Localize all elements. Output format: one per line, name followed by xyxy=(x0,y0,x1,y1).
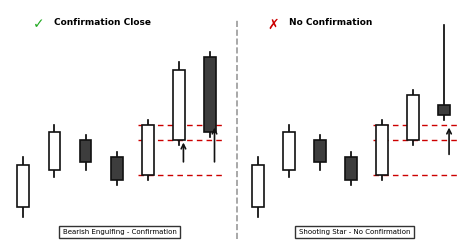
Bar xyxy=(142,125,154,175)
Bar xyxy=(204,57,216,132)
Text: Confirmation Close: Confirmation Close xyxy=(55,18,152,26)
Bar xyxy=(314,140,326,162)
Bar xyxy=(111,157,122,180)
Text: No Confirmation: No Confirmation xyxy=(289,18,373,26)
Text: ✗: ✗ xyxy=(268,18,279,32)
Bar xyxy=(438,105,450,115)
Bar xyxy=(80,140,91,162)
Text: Shooting Star - No Confirmation: Shooting Star - No Confirmation xyxy=(299,229,410,235)
Bar xyxy=(283,132,295,170)
Bar xyxy=(408,95,419,140)
Bar xyxy=(376,125,388,175)
Text: Bearish Engulfing - Confirmation: Bearish Engulfing - Confirmation xyxy=(63,229,177,235)
Text: ✓: ✓ xyxy=(33,18,45,32)
Bar xyxy=(18,165,29,207)
Bar xyxy=(173,70,185,140)
Bar xyxy=(252,165,264,207)
Bar xyxy=(48,132,60,170)
Bar xyxy=(345,157,357,180)
